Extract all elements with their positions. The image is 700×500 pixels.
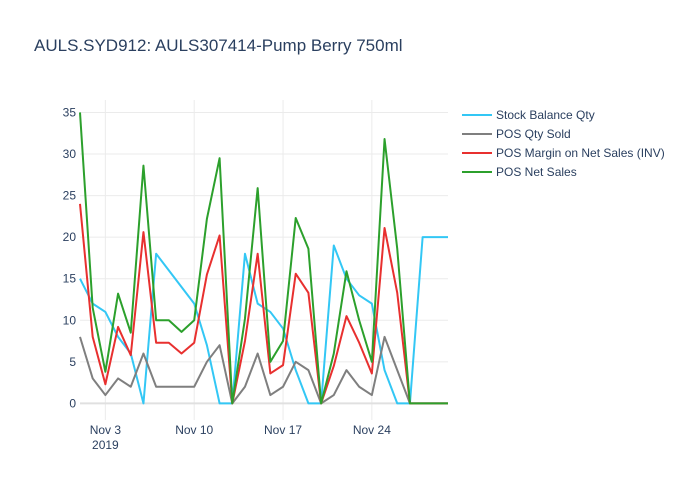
legend-item[interactable]: POS Net Sales <box>462 165 577 179</box>
series-line-pos-net-sales <box>79 112 448 405</box>
x-tick-label: Nov 17 <box>264 423 302 437</box>
y-tick-label: 20 <box>63 230 77 244</box>
legend-label: POS Margin on Net Sales (INV) <box>496 146 665 160</box>
y-tick-label: 15 <box>63 272 77 286</box>
y-tick-label: 5 <box>69 355 76 369</box>
y-tick-label: 30 <box>63 147 77 161</box>
series-line-pos-margin-on-net-sales-inv <box>79 203 448 405</box>
y-tick-label: 35 <box>63 105 77 119</box>
x-tick-label: Nov 24 <box>353 423 391 437</box>
legend[interactable]: Stock Balance Qty POS Qty Sold POS Margin … <box>462 108 665 179</box>
legend-label: Stock Balance Qty <box>496 108 595 122</box>
legend-label: POS Net Sales <box>496 165 577 179</box>
series-line-pos-qty-sold <box>79 335 448 405</box>
y-axis-ticks: 0 5 10 15 20 25 30 35 <box>63 105 77 410</box>
series-lines <box>79 112 448 405</box>
x-tick-label: Nov 10 <box>175 423 213 437</box>
chart-title: AULS.SYD912: AULS307414-Pump Berry 750ml <box>34 36 403 55</box>
x-tick-label: Nov 3 <box>90 423 122 437</box>
y-tick-label: 25 <box>63 189 77 203</box>
x-tick-sublabel: 2019 <box>92 438 119 452</box>
y-tick-label: 0 <box>69 396 76 410</box>
y-tick-label: 10 <box>63 313 77 327</box>
legend-item[interactable]: POS Margin on Net Sales (INV) <box>462 146 665 160</box>
legend-item[interactable]: POS Qty Sold <box>462 127 571 141</box>
legend-item[interactable]: Stock Balance Qty <box>462 108 595 122</box>
legend-label: POS Qty Sold <box>496 127 571 141</box>
